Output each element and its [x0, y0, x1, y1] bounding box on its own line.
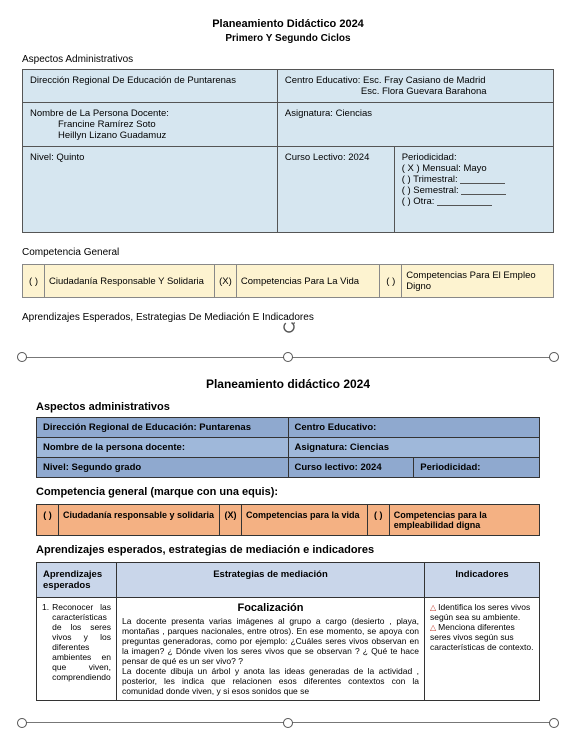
- competencia-table-2: ( ) Ciudadanía responsable y solidaria (…: [36, 504, 540, 536]
- handle-tc[interactable]: [283, 352, 293, 362]
- s2-c2: Competencias para la vida: [241, 505, 367, 536]
- centro-val2: Esc. Flora Guevara Barahona: [285, 86, 546, 97]
- triangle-icon: △: [430, 623, 436, 632]
- row1-est-1: La docente presenta varias imágenes al g…: [122, 616, 419, 666]
- handle-tl[interactable]: [17, 352, 27, 362]
- th-aprendizajes: Aprendizajes esperados: [37, 563, 117, 598]
- aprendizajes-table: Aprendizajes esperados Estrategias de me…: [36, 562, 540, 701]
- nivel-cell: Nivel: Quinto: [23, 147, 278, 233]
- handle-bl[interactable]: [17, 718, 27, 728]
- period-4: ( ) Otra:: [402, 196, 435, 207]
- s2-c3: Competencias para la empleabilidad digna: [389, 505, 539, 536]
- curso-cell: Curso Lectivo: 2024: [277, 147, 394, 233]
- doc-subtitle: Primero Y Segundo Ciclos: [22, 33, 554, 44]
- rotate-icon: [281, 319, 297, 335]
- row1-aprendizaje: 1.Reconocer las características de los s…: [37, 598, 117, 701]
- focalizacion-heading: Focalización: [122, 602, 419, 614]
- s2-curso: Curso lectivo: 2024: [288, 458, 414, 478]
- doc-title: Planeamiento Didáctico 2024: [22, 18, 554, 30]
- admin-table-2: Dirección Regional de Educación: Puntare…: [36, 417, 540, 478]
- triangle-icon: △: [430, 603, 436, 612]
- row1-ap-text: Reconocer las características de los ser…: [52, 602, 111, 682]
- sec2-title: Planeamiento didáctico 2024: [36, 377, 540, 391]
- th-estrategias: Estrategias de mediación: [117, 563, 425, 598]
- centro-cell: Centro Educativo: Esc. Fray Casiano de M…: [277, 70, 553, 103]
- sec2-aspectos: Aspectos administrativos: [36, 401, 540, 413]
- periodicidad-cell: Periodicidad: ( X ) Mensual: Mayo ( ) Tr…: [394, 147, 553, 233]
- handle-bc[interactable]: [283, 718, 293, 728]
- s2-c1-mark: ( ): [37, 505, 59, 536]
- s2-c3-mark: ( ): [367, 505, 389, 536]
- handle-tr[interactable]: [549, 352, 559, 362]
- handle-br[interactable]: [549, 718, 559, 728]
- docente-1: Francine Ramírez Soto: [30, 119, 270, 130]
- s2-periodicidad: Periodicidad:: [414, 458, 540, 478]
- period-2: ( ) Trimestral:: [402, 174, 458, 185]
- c2-mark: (X): [214, 265, 236, 298]
- centro-val1: Esc. Fray Casiano de Madrid: [363, 75, 486, 86]
- row1-estrategia: Focalización La docente presenta varias …: [117, 598, 425, 701]
- s2-nivel: Nivel: Segundo grado: [37, 458, 289, 478]
- selected-section[interactable]: Planeamiento didáctico 2024 Aspectos adm…: [22, 345, 554, 719]
- period-label: Periodicidad:: [402, 152, 457, 163]
- period-3: ( ) Semestral:: [402, 185, 459, 196]
- docente-cell: Nombre de La Persona Docente: Francine R…: [23, 103, 278, 147]
- s2-c1: Ciudadanía responsable y solidaria: [59, 505, 220, 536]
- row1-est-2: La docente dibuja un árbol y anota las i…: [122, 666, 419, 696]
- c2-text: Competencias Para La Vida: [236, 265, 379, 298]
- s2-asignatura: Asignatura: Ciencias: [288, 438, 540, 458]
- competencia-label: Competencia General: [22, 247, 554, 258]
- direccion-cell: Dirección Regional De Educación de Punta…: [23, 70, 278, 103]
- s2-docente: Nombre de la persona docente:: [37, 438, 289, 458]
- docente-label: Nombre de La Persona Docente:: [30, 108, 169, 119]
- row1-ind-2: Menciona diferentes seres vivos según su…: [430, 622, 533, 652]
- c3-text: Competencias Para El Empleo Digno: [402, 265, 554, 298]
- c1-text: Ciudadanía Responsable Y Solidaria: [45, 265, 215, 298]
- c1-mark: ( ): [23, 265, 45, 298]
- s2-centro: Centro Educativo:: [288, 418, 540, 438]
- s2-direccion: Dirección Regional de Educación: Puntare…: [37, 418, 289, 438]
- c3-mark: ( ): [380, 265, 402, 298]
- s2-c2-mark: (X): [219, 505, 241, 536]
- row1-indicadores: △Identifica los seres vivos según sea su…: [425, 598, 540, 701]
- row1-num: 1.: [42, 602, 49, 682]
- th-indicadores: Indicadores: [425, 563, 540, 598]
- period-1: ( X ) Mensual: Mayo: [402, 163, 487, 174]
- sec2-apr-label: Aprendizajes esperados, estrategias de m…: [36, 544, 540, 556]
- docente-2: Heillyn Lizano Guadamuz: [30, 130, 270, 141]
- competencia-table-1: ( ) Ciudadanía Responsable Y Solidaria (…: [22, 264, 554, 298]
- centro-label: Centro Educativo:: [285, 75, 361, 86]
- row1-ind-1: Identifica los seres vivos según sea su …: [430, 602, 530, 622]
- sec2-comp-label: Competencia general (marque con una equi…: [36, 486, 540, 498]
- admin-table-1: Dirección Regional De Educación de Punta…: [22, 69, 554, 233]
- asignatura-cell: Asignatura: Ciencias: [277, 103, 553, 147]
- aspectos-label: Aspectos Administrativos: [22, 54, 554, 65]
